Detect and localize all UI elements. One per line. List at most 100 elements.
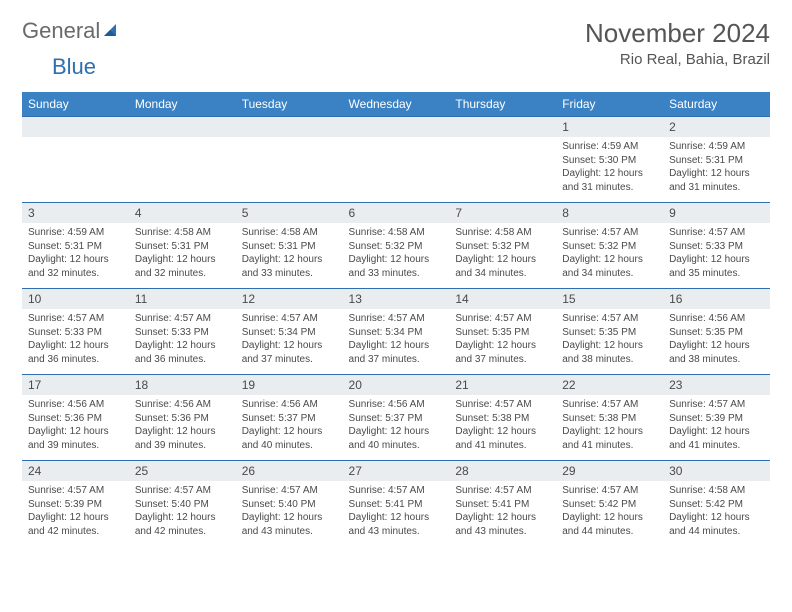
- day-body: [236, 137, 343, 193]
- day-line: Sunrise: 4:57 AM: [455, 312, 550, 326]
- day-line: Sunrise: 4:59 AM: [562, 140, 657, 154]
- weekday-header: Monday: [129, 92, 236, 117]
- calendar-cell: 9Sunrise: 4:57 AMSunset: 5:33 PMDaylight…: [663, 203, 770, 289]
- day-line: Sunset: 5:32 PM: [562, 240, 657, 254]
- calendar-cell: [236, 117, 343, 203]
- day-line: Sunrise: 4:58 AM: [349, 226, 444, 240]
- day-line: Sunset: 5:37 PM: [242, 412, 337, 426]
- weekday-header: Wednesday: [343, 92, 450, 117]
- day-line: Sunrise: 4:58 AM: [669, 484, 764, 498]
- calendar-cell: [22, 117, 129, 203]
- day-number: 25: [129, 461, 236, 481]
- day-line: Daylight: 12 hours and 41 minutes.: [562, 425, 657, 452]
- month-title: November 2024: [585, 18, 770, 49]
- day-body: Sunrise: 4:56 AMSunset: 5:36 PMDaylight:…: [129, 395, 236, 460]
- day-line: Sunrise: 4:58 AM: [242, 226, 337, 240]
- day-number: 4: [129, 203, 236, 223]
- calendar-cell: 10Sunrise: 4:57 AMSunset: 5:33 PMDayligh…: [22, 289, 129, 375]
- day-number: 8: [556, 203, 663, 223]
- day-number: 12: [236, 289, 343, 309]
- day-line: Daylight: 12 hours and 38 minutes.: [562, 339, 657, 366]
- calendar-week-row: 24Sunrise: 4:57 AMSunset: 5:39 PMDayligh…: [22, 461, 770, 547]
- logo-word2: Blue: [52, 54, 96, 79]
- day-line: Sunrise: 4:56 AM: [349, 398, 444, 412]
- day-line: Sunset: 5:33 PM: [135, 326, 230, 340]
- day-line: Sunrise: 4:56 AM: [242, 398, 337, 412]
- day-line: Daylight: 12 hours and 39 minutes.: [28, 425, 123, 452]
- day-line: Sunrise: 4:58 AM: [135, 226, 230, 240]
- day-number: 6: [343, 203, 450, 223]
- day-body: Sunrise: 4:56 AMSunset: 5:37 PMDaylight:…: [236, 395, 343, 460]
- day-line: Sunset: 5:36 PM: [135, 412, 230, 426]
- day-number: 26: [236, 461, 343, 481]
- day-line: Sunset: 5:40 PM: [135, 498, 230, 512]
- calendar-body: 1Sunrise: 4:59 AMSunset: 5:30 PMDaylight…: [22, 117, 770, 547]
- day-line: Sunrise: 4:57 AM: [242, 484, 337, 498]
- day-number: 7: [449, 203, 556, 223]
- day-number: [343, 117, 450, 137]
- weekday-header: Thursday: [449, 92, 556, 117]
- day-line: Sunrise: 4:57 AM: [669, 398, 764, 412]
- calendar-cell: 22Sunrise: 4:57 AMSunset: 5:38 PMDayligh…: [556, 375, 663, 461]
- day-number: 11: [129, 289, 236, 309]
- day-body: Sunrise: 4:57 AMSunset: 5:39 PMDaylight:…: [663, 395, 770, 460]
- calendar-cell: 14 Sunrise: 4:57 AMSunset: 5:35 PMDayligh…: [449, 289, 556, 375]
- day-line: Daylight: 12 hours and 40 minutes.: [242, 425, 337, 452]
- day-body: Sunrise: 4:57 AMSunset: 5:33 PMDaylight:…: [129, 309, 236, 374]
- day-line: Sunset: 5:38 PM: [562, 412, 657, 426]
- calendar-head: SundayMondayTuesdayWednesdayThursdayFrid…: [22, 92, 770, 117]
- day-body: Sunrise: 4:59 AMSunset: 5:31 PMDaylight:…: [22, 223, 129, 288]
- calendar-cell: 24Sunrise: 4:57 AMSunset: 5:39 PMDayligh…: [22, 461, 129, 547]
- day-line: Sunset: 5:38 PM: [455, 412, 550, 426]
- day-body: Sunrise: 4:57 AMSunset: 5:34 PMDaylight:…: [343, 309, 450, 374]
- day-line: Sunset: 5:35 PM: [455, 326, 550, 340]
- day-line: Sunset: 5:42 PM: [669, 498, 764, 512]
- title-block: November 2024 Rio Real, Bahia, Brazil: [585, 18, 770, 68]
- day-number: 16: [663, 289, 770, 309]
- calendar-cell: 23Sunrise: 4:57 AMSunset: 5:39 PMDayligh…: [663, 375, 770, 461]
- day-line: Sunrise: 4:57 AM: [28, 484, 123, 498]
- calendar-cell: [343, 117, 450, 203]
- calendar-cell: 17Sunrise: 4:56 AMSunset: 5:36 PMDayligh…: [22, 375, 129, 461]
- calendar-cell: 1Sunrise: 4:59 AMSunset: 5:30 PMDaylight…: [556, 117, 663, 203]
- calendar-cell: 20Sunrise: 4:56 AMSunset: 5:37 PMDayligh…: [343, 375, 450, 461]
- calendar-cell: 29Sunrise: 4:57 AMSunset: 5:42 PMDayligh…: [556, 461, 663, 547]
- day-line: Daylight: 12 hours and 37 minutes.: [349, 339, 444, 366]
- calendar-cell: 21Sunrise: 4:57 AMSunset: 5:38 PMDayligh…: [449, 375, 556, 461]
- day-line: Sunrise: 4:57 AM: [28, 312, 123, 326]
- calendar-cell: 27Sunrise: 4:57 AMSunset: 5:41 PMDayligh…: [343, 461, 450, 547]
- day-body: Sunrise: 4:57 AMSunset: 5:38 PMDaylight:…: [556, 395, 663, 460]
- day-body: Sunrise: 4:57 AMSunset: 5:41 PMDaylight:…: [449, 481, 556, 546]
- day-number: 30: [663, 461, 770, 481]
- day-number: [236, 117, 343, 137]
- day-line: Daylight: 12 hours and 41 minutes.: [669, 425, 764, 452]
- day-line: Daylight: 12 hours and 37 minutes.: [455, 339, 550, 366]
- day-body: Sunrise: 4:57 AMSunset: 5:42 PMDaylight:…: [556, 481, 663, 546]
- day-number: 27: [343, 461, 450, 481]
- calendar-cell: 7Sunrise: 4:58 AMSunset: 5:32 PMDaylight…: [449, 203, 556, 289]
- day-line: Sunset: 5:33 PM: [28, 326, 123, 340]
- day-number: 14: [449, 289, 556, 309]
- day-line: Sunset: 5:41 PM: [349, 498, 444, 512]
- day-line: Sunrise: 4:57 AM: [669, 226, 764, 240]
- day-body: Sunrise: 4:57 AMSunset: 5:33 PMDaylight:…: [663, 223, 770, 288]
- day-line: Sunrise: 4:58 AM: [455, 226, 550, 240]
- day-line: Sunset: 5:34 PM: [349, 326, 444, 340]
- day-body: Sunrise: 4:57 AMSunset: 5:33 PMDaylight:…: [22, 309, 129, 374]
- day-number: 20: [343, 375, 450, 395]
- location: Rio Real, Bahia, Brazil: [585, 51, 770, 68]
- day-line: Sunrise: 4:57 AM: [562, 312, 657, 326]
- day-line: Sunset: 5:37 PM: [349, 412, 444, 426]
- day-line: Sunset: 5:42 PM: [562, 498, 657, 512]
- day-body: Sunrise: 4:59 AMSunset: 5:31 PMDaylight:…: [663, 137, 770, 202]
- day-body: Sunrise: 4:57 AMSunset: 5:35 PMDaylight:…: [556, 309, 663, 374]
- day-line: Daylight: 12 hours and 36 minutes.: [28, 339, 123, 366]
- day-number: 28: [449, 461, 556, 481]
- day-line: Sunset: 5:32 PM: [455, 240, 550, 254]
- calendar-cell: 12Sunrise: 4:57 AMSunset: 5:34 PMDayligh…: [236, 289, 343, 375]
- day-line: Sunrise: 4:59 AM: [669, 140, 764, 154]
- calendar-cell: 19Sunrise: 4:56 AMSunset: 5:37 PMDayligh…: [236, 375, 343, 461]
- day-line: Daylight: 12 hours and 37 minutes.: [242, 339, 337, 366]
- day-line: Sunset: 5:34 PM: [242, 326, 337, 340]
- day-line: Sunset: 5:41 PM: [455, 498, 550, 512]
